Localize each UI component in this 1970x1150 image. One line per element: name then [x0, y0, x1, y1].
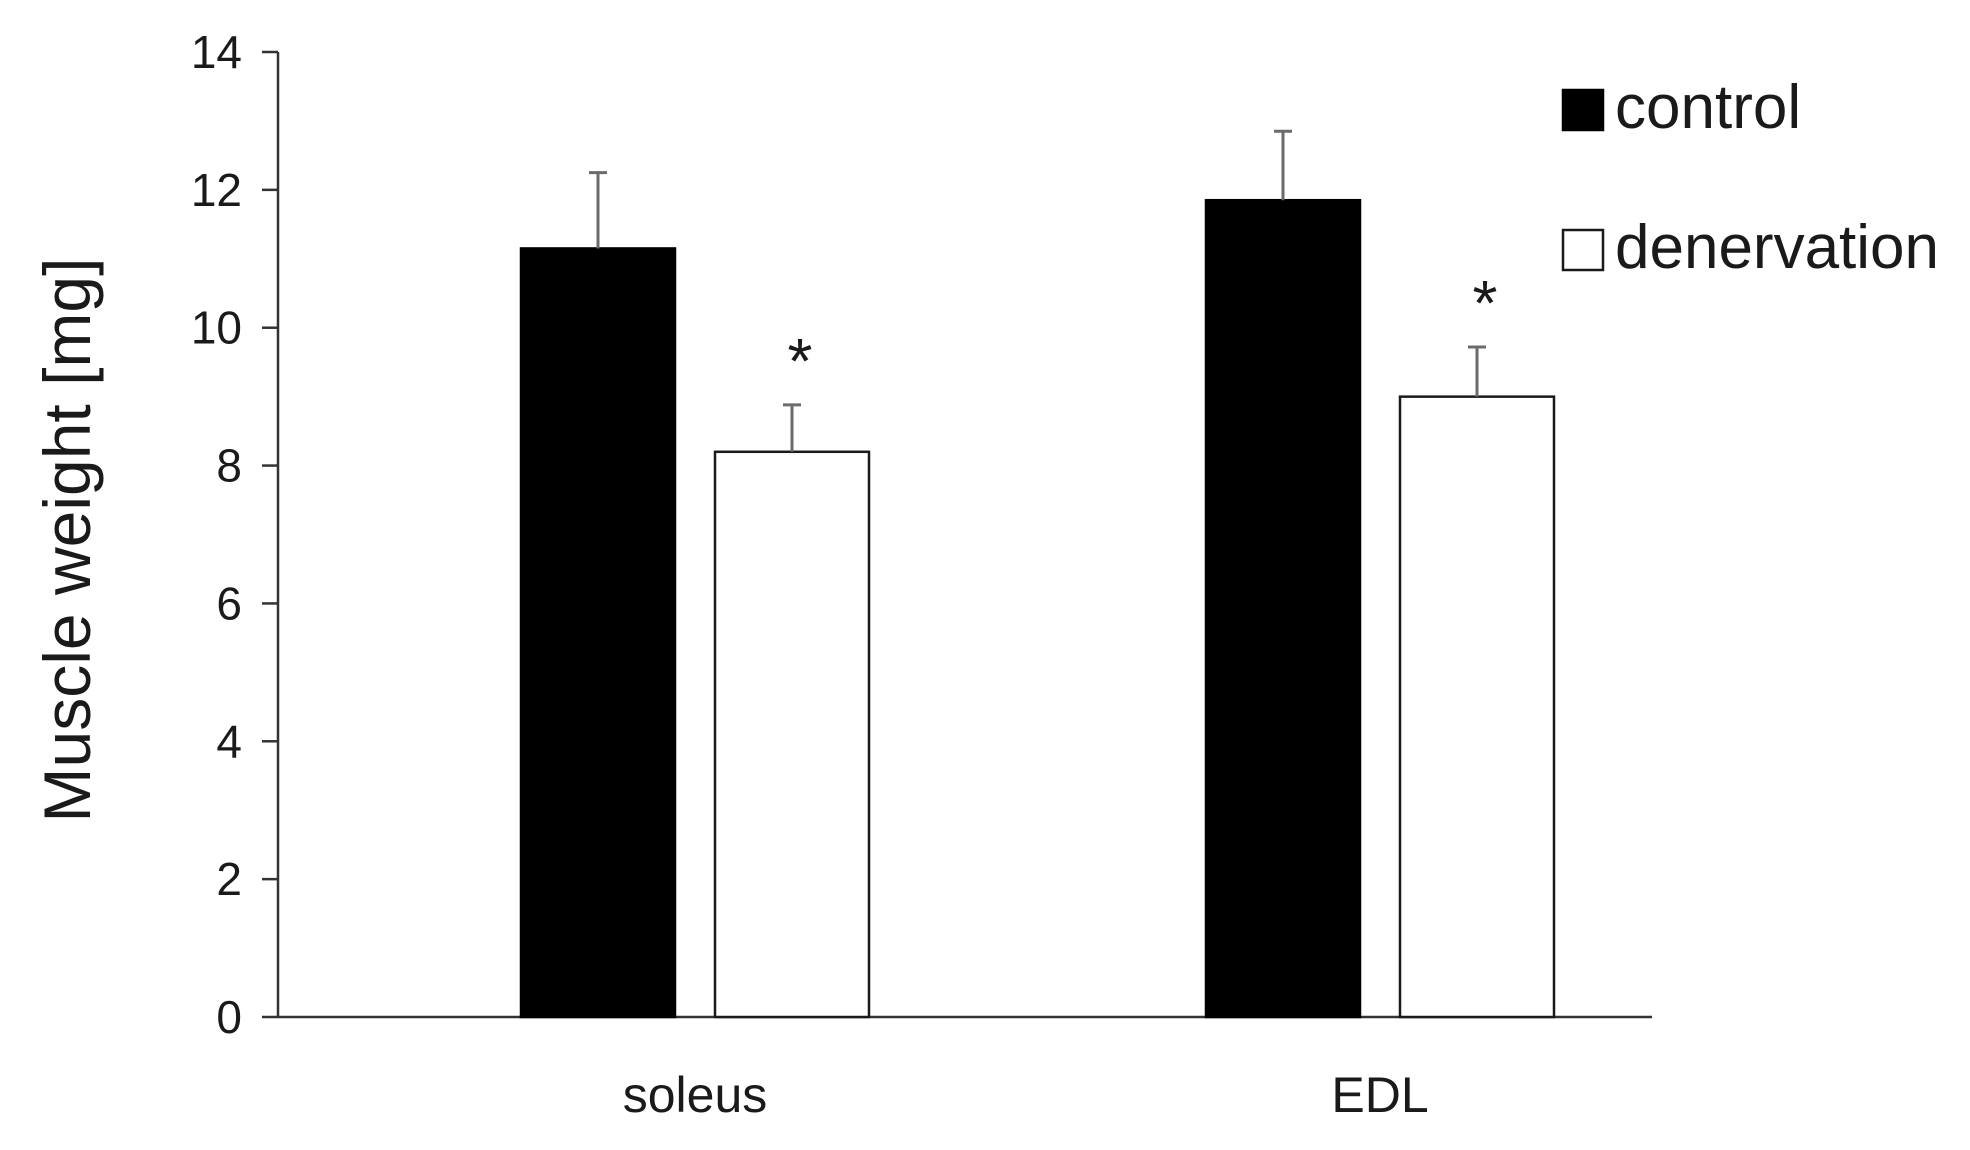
category-label-soleus: soleus: [623, 1067, 768, 1123]
y-tick-label: 12: [191, 164, 242, 216]
legend: control denervation: [1561, 73, 1939, 282]
bars: [519, 198, 1556, 1019]
legend-swatch-control: [1561, 88, 1605, 132]
significance-marker-soleus: *: [788, 325, 813, 397]
y-tick-label: 10: [191, 302, 242, 354]
y-tick-label: 8: [216, 440, 242, 492]
bar-control-soleus: [519, 247, 677, 1019]
significance-marker-EDL: *: [1473, 267, 1498, 339]
y-ticks: 0 2 4 6 8 10 12 14: [191, 26, 278, 1043]
y-axis-title-group: Muscle weight [mg]: [30, 258, 104, 823]
legend-label-denervation: denervation: [1615, 213, 1939, 282]
y-tick-label: 2: [216, 853, 242, 905]
significance-markers: **: [788, 267, 1498, 397]
bar-denervation-soleus: [713, 450, 871, 1019]
y-tick-label: 14: [191, 26, 242, 78]
y-axis-title: Muscle weight [mg]: [30, 258, 104, 823]
legend-swatch-denervation: [1561, 228, 1605, 272]
y-tick-label: 4: [216, 715, 242, 767]
y-tick-label: 6: [216, 577, 242, 629]
category-labels: soleus EDL: [623, 1067, 1429, 1123]
legend-label-control: control: [1615, 73, 1801, 142]
category-label-EDL: EDL: [1331, 1067, 1428, 1123]
bar-denervation-EDL: [1398, 395, 1556, 1019]
bar-control-EDL: [1204, 198, 1362, 1019]
y-tick-label: 0: [216, 991, 242, 1043]
error-bars: [589, 129, 1486, 452]
